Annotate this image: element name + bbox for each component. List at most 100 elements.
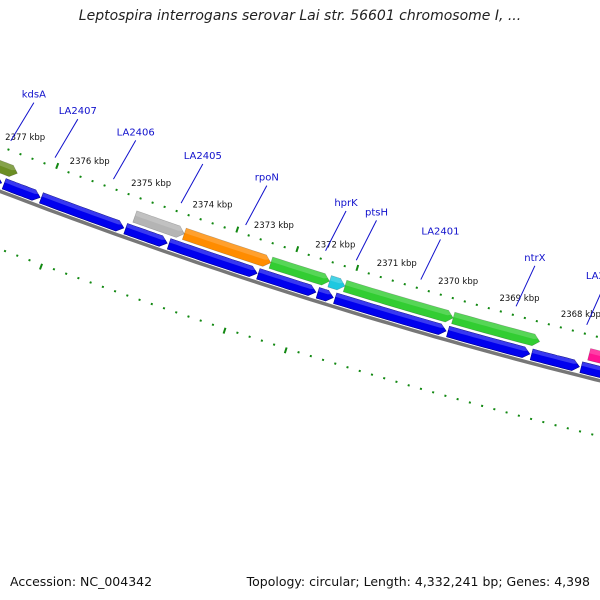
inner-tick [309,354,313,358]
ruler-tick [115,188,118,192]
inner-tick [346,366,349,369]
ruler-tick [547,323,551,326]
label-leader [10,102,35,142]
inner-tick [113,289,117,293]
accession-text: Accession: NC_004342 [10,574,153,589]
inner-tick [3,249,7,253]
ruler-tick [559,326,563,329]
inner-tick [529,417,533,421]
inner-tick [15,254,19,257]
inner-tick [370,373,374,376]
inner-tick [174,311,178,314]
cds-highlight [258,268,317,289]
ruler-tick [427,289,431,293]
inner-tick [89,281,92,284]
ruler-tick [67,170,70,174]
gene-label-LA2406[interactable]: LA2406 [117,127,155,138]
gene-label-LA2399[interactable]: LA2399 [586,271,600,282]
label-leader [180,163,204,204]
cds-arrow[interactable] [529,348,580,371]
gene-label-rpoN[interactable]: rpoN [255,173,279,184]
ruler-label: 2377 kbp [5,133,45,143]
feature-LA2401[interactable] [342,279,454,323]
inner-tick [126,294,129,297]
inner-tick [382,376,386,380]
cds-arrow[interactable] [39,192,125,232]
cds-arrow[interactable] [446,325,531,358]
ruler-label: 2374 kbp [192,201,232,211]
ruler-tick [283,245,286,249]
inner-tick [358,369,361,373]
label-leader [325,210,347,251]
ruler-tick [523,316,527,320]
inner-tick [64,272,68,275]
cds-arrow[interactable] [0,172,3,186]
ruler-label: 2370 kbp [438,277,478,287]
cds-arrow[interactable] [579,361,600,389]
inner-tick [297,351,300,354]
inner-tick [52,267,56,271]
cds-highlight [532,349,581,364]
feature-highlight [135,210,186,231]
inner-tick [39,263,43,270]
ruler-tick [211,222,214,225]
ruler-label: 2371 kbp [377,259,417,269]
gene-label-ptsH[interactable]: ptsH [365,207,388,218]
outer-feature-track [0,159,600,404]
inner-tick [272,343,276,346]
ruler-tick [187,213,190,217]
feature-kdsA[interactable] [0,159,18,199]
ruler-tick [319,257,322,260]
inner-tick [493,407,496,411]
ruler-tick [43,162,46,165]
feature-rpoN[interactable] [181,227,272,267]
ruler-tick [151,201,154,204]
inner-tick [260,339,264,342]
inner-tick [211,323,215,326]
cds-arrow[interactable] [123,223,168,247]
cds-arrow[interactable] [166,238,258,277]
ruler-label: 2373 kbp [254,221,294,231]
cds-arrow[interactable] [315,287,334,302]
cds-arrow[interactable] [333,292,447,335]
gene-label-LA2405[interactable]: LA2405 [184,151,222,162]
ruler-label: 2368 kbp [561,310,600,320]
ruler-tick [19,152,22,156]
cds-arrow[interactable] [256,268,317,296]
inner-tick [517,414,521,417]
feature-unnamed[interactable] [132,210,185,238]
feature-LA2399[interactable] [587,348,600,404]
label-leader [515,265,536,307]
gene-label-kdsA[interactable]: kdsA [22,90,46,101]
inner-tick [236,331,239,335]
cds-highlight [335,293,448,328]
feature-ntrX[interactable] [451,311,541,347]
inner-tick [138,298,141,302]
feature-highlight [0,160,19,171]
gene-label-hprK[interactable]: hprK [334,198,358,209]
ruler-tick [307,253,310,257]
feature-ptsH[interactable] [327,275,346,291]
inner-tick [150,302,154,306]
gene-label-LA2407[interactable]: LA2407 [59,106,97,117]
ruler-tick [475,303,479,307]
ruler-tick [463,300,467,303]
gene-label-ntrX[interactable]: ntrX [524,253,545,264]
inner-tick [480,404,484,408]
ruler-tick [55,162,60,170]
gene-labels: kdsA LA2407 LA2406 LA2405 rpoN hprK ptsH LA2401… [10,90,600,326]
feature-hprK[interactable] [268,256,330,286]
ruler-tick [223,226,226,229]
ruler-tick [271,242,274,245]
map-title: Leptospira interrogans serovar Lai str. … [78,8,522,24]
label-leader [113,140,137,180]
feature-highlight [589,348,600,356]
ruler-tick [499,310,503,313]
inner-tick [248,335,251,338]
ruler-tick [31,157,34,161]
ruler-tick [259,238,262,241]
topology-summary: Topology: circular; Length: 4,332,241 bp… [246,574,590,589]
cds-arrow[interactable] [1,178,41,201]
gene-label-LA2401[interactable]: LA2401 [421,226,459,237]
